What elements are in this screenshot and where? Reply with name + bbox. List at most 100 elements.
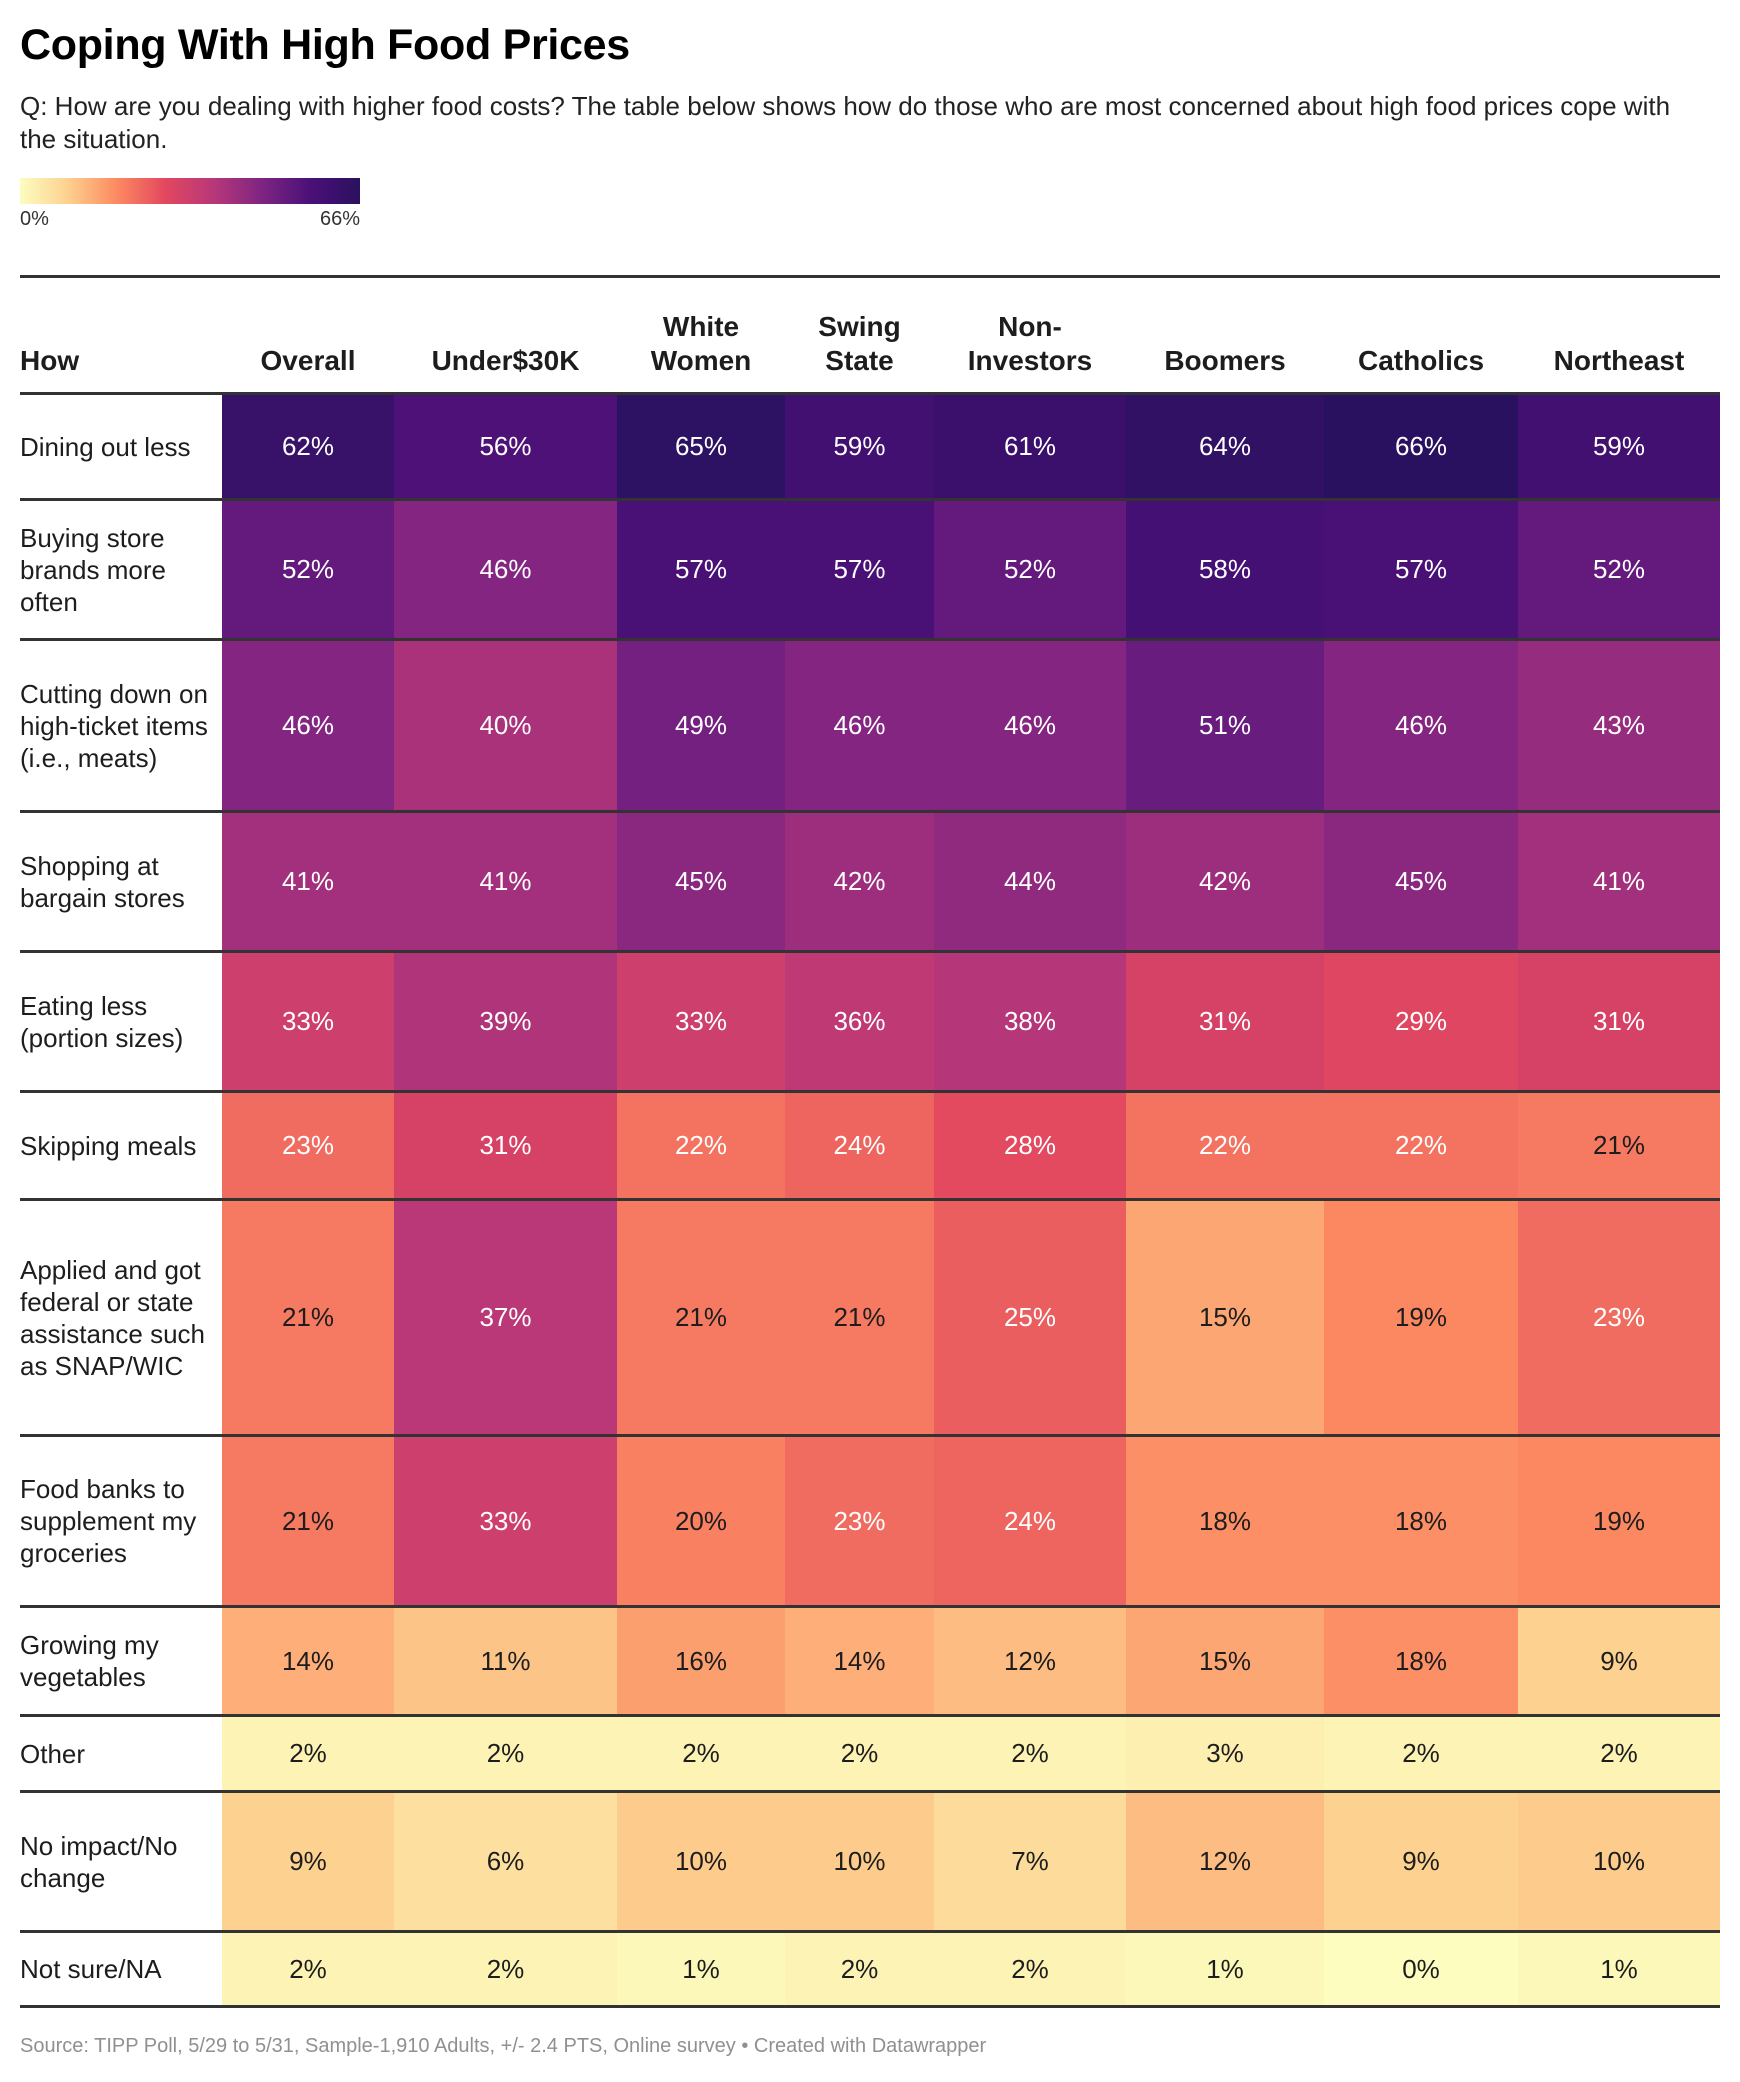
cell-value-label: 52%	[1592, 554, 1646, 584]
heatmap-cell: 14%	[785, 1606, 934, 1716]
heatmap-cell: 41%	[1518, 811, 1720, 952]
cell-value-label: 29%	[1394, 1006, 1448, 1036]
heatmap-table: How Overall Under$30K White Women Swing State…	[20, 275, 1720, 2008]
heatmap-cell: 2%	[785, 1931, 934, 2007]
cell-value-label: 2%	[486, 1953, 525, 1984]
cell-value-label: 16%	[674, 1645, 728, 1676]
cell-value-label: 46%	[281, 710, 335, 740]
source-note: Source: TIPP Poll, 5/29 to 5/31, Sample-…	[20, 2035, 987, 2057]
heatmap-cell: 33%	[394, 1435, 617, 1607]
cell-value-label: 52%	[281, 554, 335, 584]
cell-value-label: 46%	[1394, 710, 1448, 740]
cell-value-label: 49%	[674, 710, 728, 740]
heatmap-cell: 2%	[785, 1715, 934, 1792]
column-header: Boomers	[1164, 345, 1286, 376]
heatmap-cell: 18%	[1126, 1435, 1324, 1607]
cell-value-label: 9%	[289, 1846, 327, 1876]
cell-value-label: 22%	[1394, 1130, 1448, 1160]
row-label: Dining out less	[20, 431, 191, 462]
heatmap-cell: 31%	[1126, 951, 1324, 1092]
cell-value-label: 42%	[833, 866, 886, 896]
cell-value-label: 66%	[1394, 431, 1448, 461]
heatmap-cell: 44%	[934, 811, 1126, 952]
heatmap-cell: 52%	[222, 499, 394, 640]
cell-value-label: 38%	[1003, 1006, 1057, 1036]
cell-value-label: 51%	[1198, 710, 1252, 740]
cell-value-label: 2%	[682, 1738, 720, 1768]
cell-value-label: 1%	[1600, 1953, 1638, 1984]
heatmap-cell: 24%	[934, 1435, 1126, 1607]
cell-value-label: 36%	[833, 1006, 886, 1036]
cell-value-label: 2%	[840, 1738, 879, 1768]
row-label: Not sure/NA	[20, 1954, 162, 1984]
heatmap-cell: 10%	[1518, 1791, 1720, 1932]
heatmap-cell: 28%	[934, 1091, 1126, 1200]
cell-value-label: 2%	[1011, 1953, 1049, 1984]
cell-value-label: 21%	[281, 1302, 335, 1332]
cell-value-label: 12%	[1003, 1645, 1057, 1676]
heatmap-cell: 58%	[1126, 499, 1324, 640]
heatmap-cell: 57%	[1324, 499, 1518, 640]
heatmap-cell: 33%	[222, 951, 394, 1092]
cell-value-label: 31%	[1592, 1006, 1646, 1036]
heatmap-cell: 40%	[394, 639, 617, 812]
cell-value-label: 19%	[1394, 1302, 1448, 1332]
cell-value-label: 46%	[1003, 710, 1057, 740]
heatmap-cell: 18%	[1324, 1435, 1518, 1607]
heatmap-cell: 62%	[222, 393, 394, 500]
table-row: Growing my vegetables 14% 11% 16% 14% 12% 15% 1…	[20, 1606, 1720, 1716]
cell-value-label: 0%	[1402, 1953, 1440, 1984]
heatmap-cell: 41%	[222, 811, 394, 952]
cell-value-label: 59%	[1592, 431, 1646, 461]
table-row: Applied and got federal or state assista…	[20, 1199, 1720, 1436]
heatmap-cell: 31%	[394, 1091, 617, 1200]
cell-value-label: 39%	[479, 1006, 532, 1036]
cell-value-label: 33%	[674, 1006, 728, 1036]
heatmap-cell: 43%	[1518, 639, 1720, 812]
cell-value-label: 65%	[674, 431, 728, 461]
cell-value-label: 64%	[1198, 431, 1252, 461]
heatmap-cell: 9%	[222, 1791, 394, 1932]
cell-value-label: 18%	[1394, 1505, 1448, 1536]
heatmap-cell: 12%	[1126, 1791, 1324, 1932]
cell-value-label: 21%	[1592, 1130, 1646, 1160]
heatmap-cell: 1%	[1518, 1931, 1720, 2007]
heatmap-cell: 15%	[1126, 1199, 1324, 1436]
table-row: Food banks to supplement my groceries 21%…	[20, 1435, 1720, 1607]
row-label: Cutting down on high-ticket items (i.e.,…	[20, 678, 208, 773]
cell-value-label: 20%	[674, 1505, 728, 1536]
cell-value-label: 3%	[1206, 1738, 1244, 1768]
table-row: Other 2% 2% 2% 2% 2% 3% 2% 2%	[20, 1715, 1720, 1792]
heatmap-cell: 2%	[222, 1931, 394, 2007]
row-label: Shopping at bargain stores	[20, 850, 185, 913]
cell-value-label: 37%	[479, 1302, 532, 1332]
cell-value-label: 9%	[1600, 1645, 1638, 1676]
cell-value-label: 41%	[281, 866, 335, 896]
cell-value-label: 58%	[1198, 554, 1252, 584]
heatmap-cell: 39%	[394, 951, 617, 1092]
row-label: Other	[20, 1738, 86, 1769]
heatmap-cell: 29%	[1324, 951, 1518, 1092]
cell-value-label: 57%	[674, 554, 728, 584]
row-label: Eating less (portion sizes)	[20, 990, 184, 1053]
heatmap-cell: 0%	[1324, 1931, 1518, 2007]
heatmap-cell: 61%	[934, 393, 1126, 500]
heatmap-cell: 21%	[222, 1435, 394, 1607]
heatmap-cell: 38%	[934, 951, 1126, 1092]
heatmap-cell: 24%	[785, 1091, 934, 1200]
heatmap-cell: 1%	[617, 1931, 785, 2007]
cell-value-label: 46%	[479, 554, 532, 584]
heatmap-cell: 33%	[617, 951, 785, 1092]
heatmap-cell: 9%	[1518, 1606, 1720, 1716]
heatmap-cell: 21%	[617, 1199, 785, 1436]
cell-value-label: 57%	[833, 554, 886, 584]
heatmap-cell: 45%	[1324, 811, 1518, 952]
heatmap-cell: 18%	[1324, 1606, 1518, 1716]
table-row: Shopping at bargain stores 41% 41% 45% 42% 44…	[20, 811, 1720, 952]
heatmap-cell: 20%	[617, 1435, 785, 1607]
column-header: Under$30K	[431, 345, 580, 376]
heatmap-cell: 45%	[617, 811, 785, 952]
cell-value-label: 45%	[1394, 866, 1448, 896]
cell-value-label: 43%	[1592, 710, 1646, 740]
cell-value-label: 10%	[674, 1846, 728, 1876]
